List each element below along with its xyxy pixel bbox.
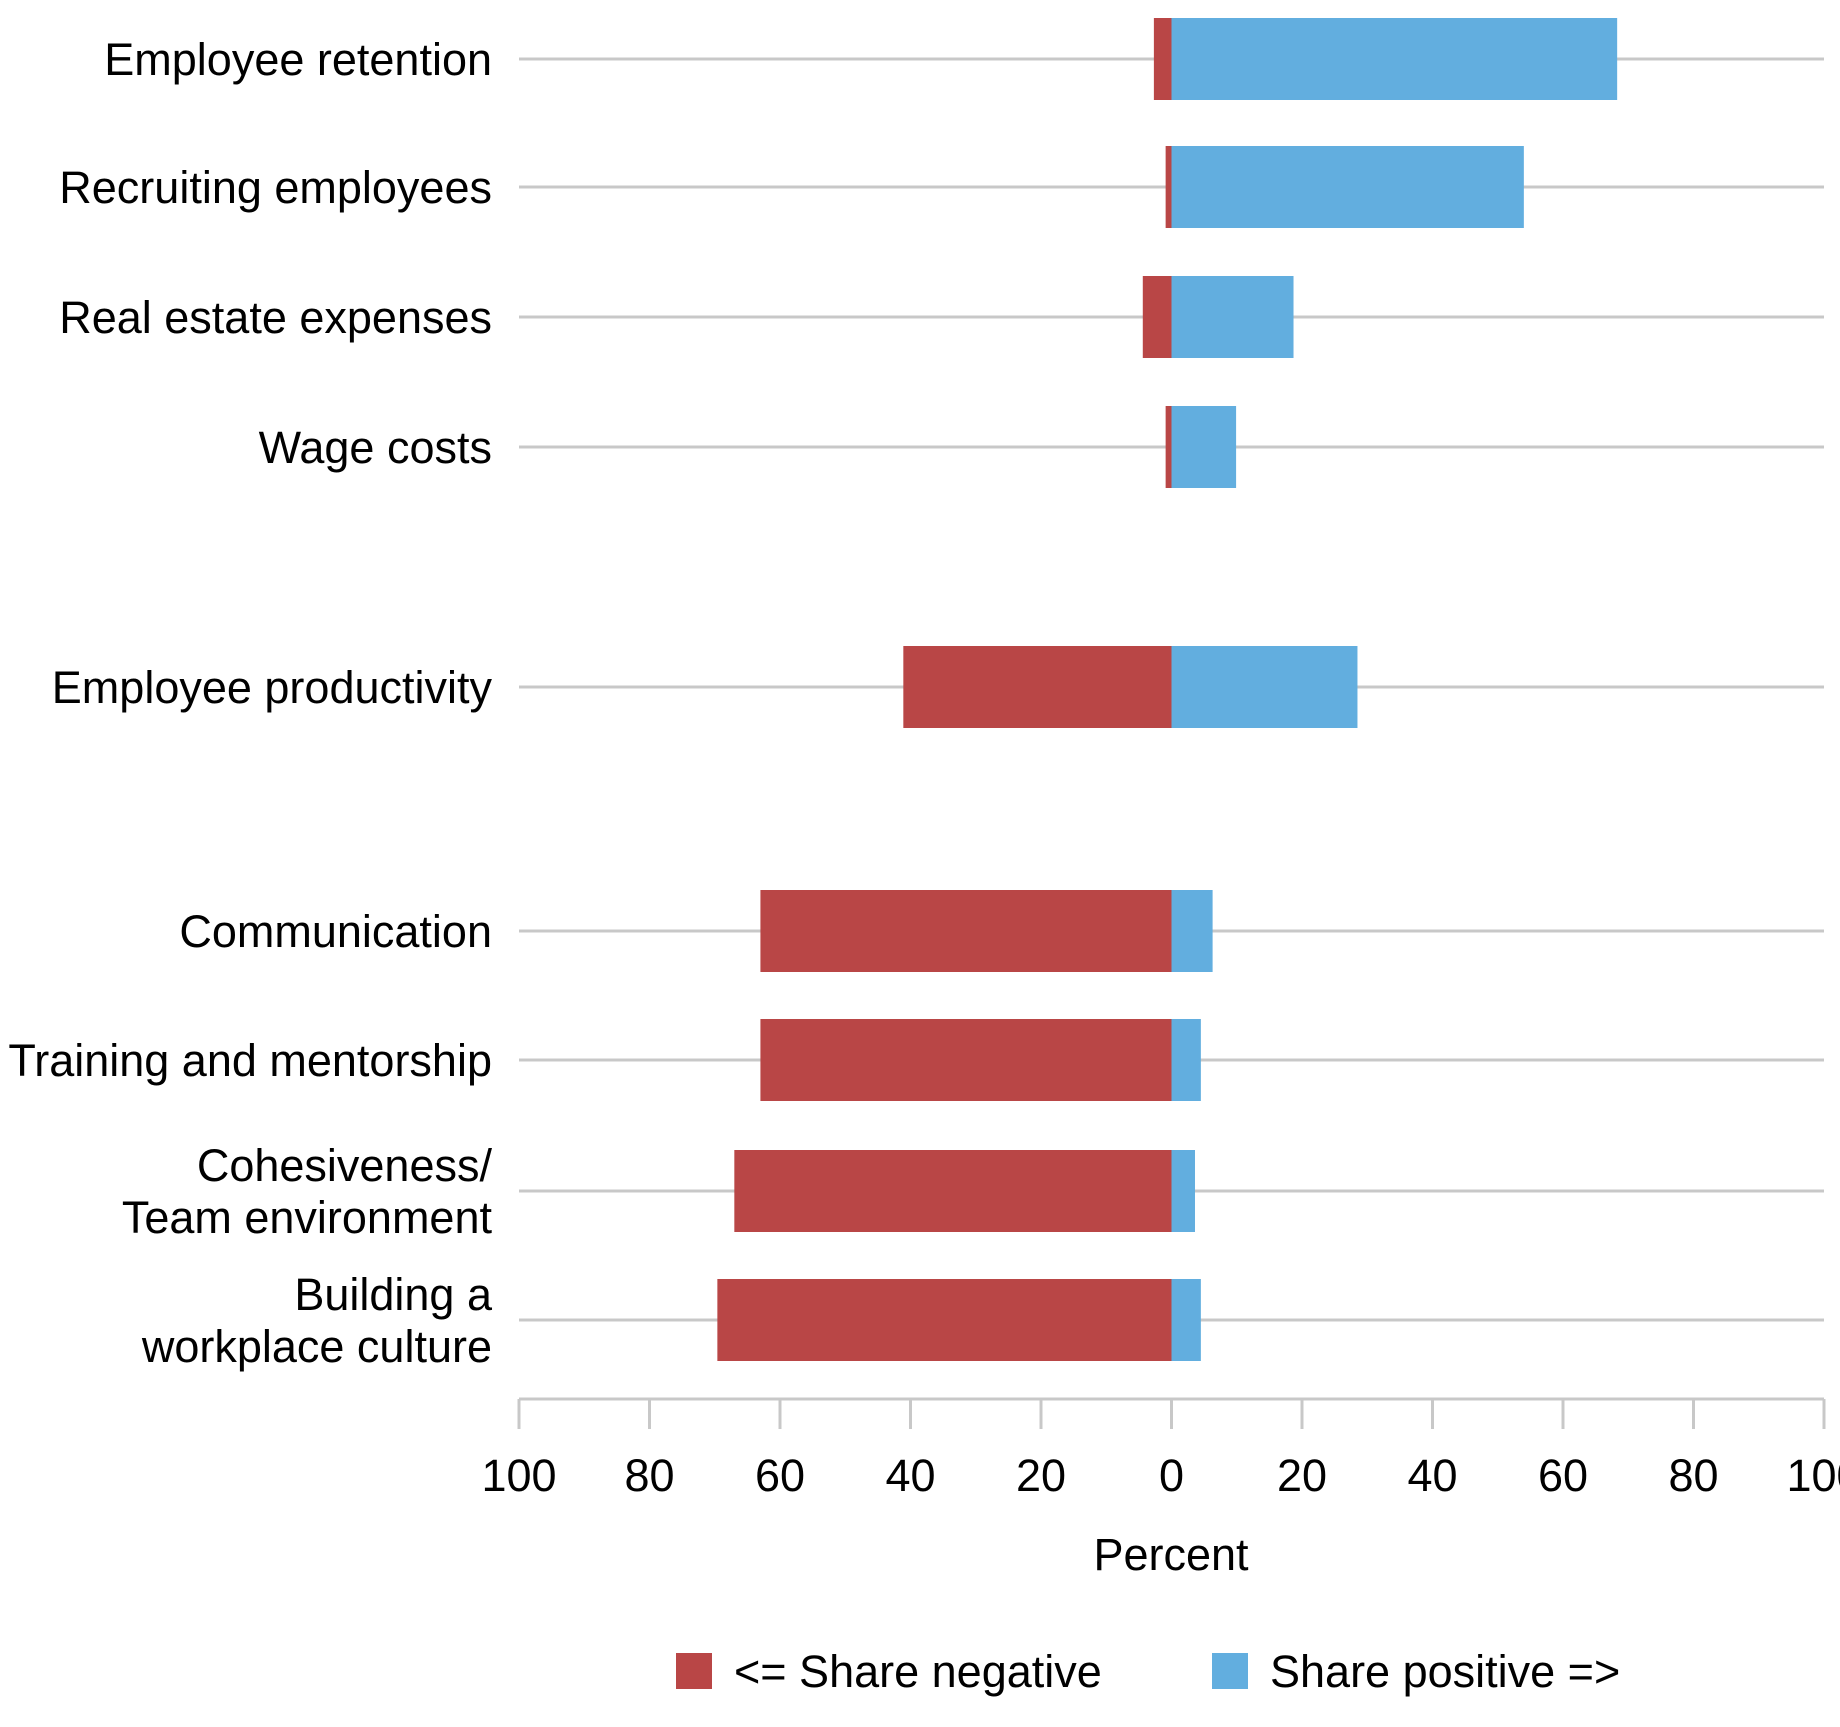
category-label-line: Real estate expenses [59, 292, 492, 343]
category-label-line: workplace culture [141, 1321, 492, 1372]
category-label-line: Building a [294, 1269, 493, 1320]
category-label: Employee retention [104, 34, 492, 85]
category-label-line: Training and mentorship [8, 1035, 492, 1086]
category-label: Wage costs [259, 422, 492, 473]
bar-positive [1171, 406, 1237, 488]
bar-positive [1171, 890, 1213, 972]
x-tick-label: 80 [1668, 1450, 1718, 1501]
legend-label: Share positive => [1270, 1646, 1620, 1697]
x-axis: 100 80 60 40 20 0 20 40 60 80 100 [481, 1397, 1840, 1501]
bar-negative [1142, 276, 1172, 358]
category-label: Communication [179, 906, 492, 957]
category-labels: Employee retention Recruiting employees Re… [8, 34, 493, 1372]
bar-negative [760, 1019, 1172, 1101]
category-label-line: Wage costs [259, 422, 492, 473]
x-tick-label: 100 [1786, 1450, 1840, 1501]
category-label-line: Communication [179, 906, 492, 957]
bar-positive [1171, 146, 1524, 228]
category-label-line: Employee retention [104, 34, 492, 85]
bar-positive [1171, 1150, 1195, 1232]
category-label-line: Team environment [122, 1192, 493, 1243]
bar-positive [1171, 1279, 1201, 1361]
category-label-line: Employee productivity [52, 662, 493, 713]
bar-positive [1171, 18, 1618, 100]
category-label: Cohesiveness/Team environment [122, 1140, 493, 1243]
bar-negative [1165, 406, 1172, 488]
category-label: Employee productivity [52, 662, 493, 713]
bar-positive [1171, 276, 1294, 358]
category-label-line: Recruiting employees [59, 162, 492, 213]
legend: <= Share negative Share positive => [676, 1646, 1620, 1697]
legend-label: <= Share negative [734, 1646, 1102, 1697]
x-tick-label: 20 [1016, 1450, 1066, 1501]
bar-negative [1165, 146, 1172, 228]
bar-negative [734, 1150, 1172, 1232]
x-axis-title: Percent [1093, 1529, 1249, 1580]
x-tick-label: 60 [755, 1450, 805, 1501]
legend-swatch [1212, 1653, 1248, 1689]
category-label: Training and mentorship [8, 1035, 492, 1086]
x-tick-label: 60 [1538, 1450, 1588, 1501]
category-label-line: Cohesiveness/ [197, 1140, 493, 1191]
bar-negative [717, 1279, 1172, 1361]
bar-positive [1171, 1019, 1201, 1101]
x-tick-label: 40 [885, 1450, 935, 1501]
x-tick-label: 0 [1159, 1450, 1184, 1501]
category-label: Real estate expenses [59, 292, 492, 343]
bar-negative [760, 890, 1172, 972]
x-tick-label: 80 [624, 1450, 674, 1501]
x-tick-label: 40 [1407, 1450, 1457, 1501]
bar-negative [1153, 18, 1172, 100]
category-label: Building a workplace culture [141, 1269, 493, 1372]
category-label: Recruiting employees [59, 162, 492, 213]
legend-swatch [676, 1653, 712, 1689]
x-tick-label: 20 [1277, 1450, 1327, 1501]
bar-positive [1171, 646, 1358, 728]
bar-negative [903, 646, 1172, 728]
bars [717, 18, 1618, 1361]
x-tick-label: 100 [481, 1450, 556, 1501]
